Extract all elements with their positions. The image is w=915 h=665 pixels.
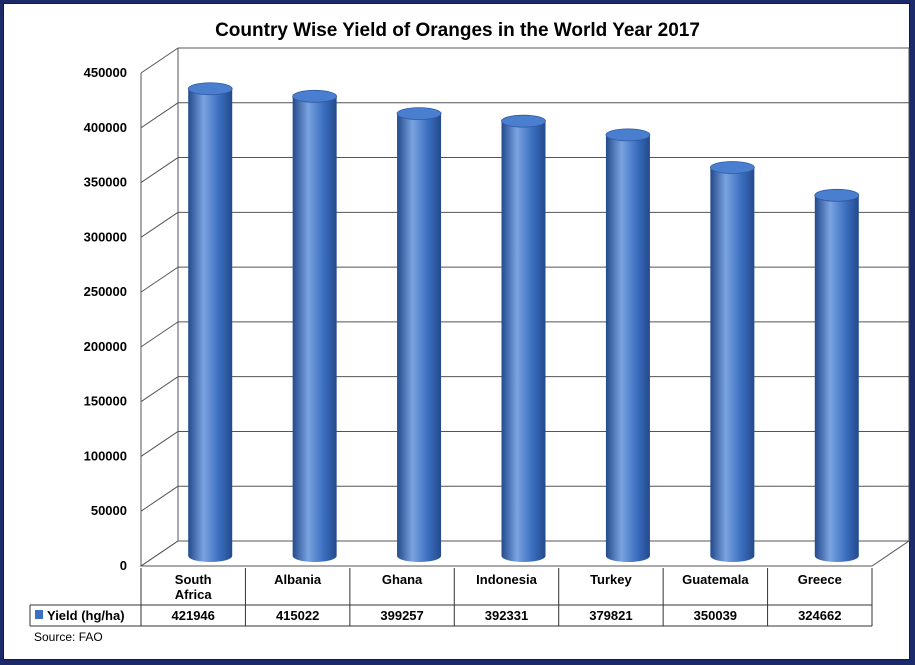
gridline-side	[140, 47, 179, 74]
data-label: 392331	[485, 608, 528, 623]
data-label: 421946	[172, 608, 215, 623]
y-tick-label: 200000	[84, 339, 127, 354]
bar-albania	[292, 96, 337, 562]
chart-frame: Country Wise Yield of Oranges in the Wor…	[3, 3, 910, 660]
y-tick-label: 350000	[84, 175, 127, 190]
chart-floor	[139, 540, 911, 567]
y-tick-label: 50000	[91, 503, 127, 518]
y-tick-label: 0	[120, 558, 127, 573]
bar-top	[292, 89, 338, 103]
bar-south-africa	[188, 88, 233, 563]
bar-top	[187, 82, 233, 96]
y-tick-label: 100000	[84, 448, 127, 463]
data-label: 399257	[380, 608, 423, 623]
data-label: 379821	[589, 608, 632, 623]
gridline-side	[140, 321, 179, 348]
x-tick-label: Turkey	[590, 572, 632, 587]
gridline-side	[140, 431, 179, 457]
legend-swatch	[35, 610, 43, 619]
bar-ghana	[397, 113, 442, 563]
gridline-side	[140, 266, 179, 293]
x-tick-label: South	[175, 572, 212, 587]
x-tick-label: Guatemala	[682, 572, 749, 587]
y-tick-label: 150000	[84, 394, 127, 409]
x-tick-label: Greece	[798, 572, 842, 587]
bar-turkey	[605, 134, 650, 562]
gridline-side	[140, 211, 179, 238]
data-label: 324662	[798, 608, 841, 623]
bar-top	[709, 161, 755, 174]
x-tick-label: Ghana	[382, 572, 423, 587]
data-label: 350039	[694, 608, 737, 623]
x-tick-label: Africa	[175, 587, 213, 602]
bar-indonesia	[501, 121, 546, 562]
gridline-side	[140, 157, 179, 183]
y-tick-label: 450000	[84, 65, 127, 80]
chart-title: Country Wise Yield of Oranges in the Wor…	[215, 20, 700, 41]
x-tick-label: Albania	[274, 572, 322, 587]
bar-top	[396, 107, 442, 120]
bar-greece	[814, 195, 859, 562]
y-tick-label: 300000	[84, 229, 127, 244]
x-tick-label: Indonesia	[476, 572, 537, 587]
data-label: 415022	[276, 608, 319, 623]
gridline-side	[140, 485, 179, 512]
bar-top	[814, 188, 860, 202]
gridline-side	[140, 102, 179, 129]
legend-label: Yield (hg/ha)	[47, 608, 125, 623]
source-note: Source: FAO	[34, 630, 103, 644]
gridline-side	[140, 376, 179, 403]
bar-top	[605, 128, 651, 142]
bar-top	[501, 114, 546, 128]
bar-guatemala	[710, 167, 755, 563]
y-tick-label: 400000	[84, 120, 127, 135]
y-tick-label: 250000	[84, 284, 127, 299]
